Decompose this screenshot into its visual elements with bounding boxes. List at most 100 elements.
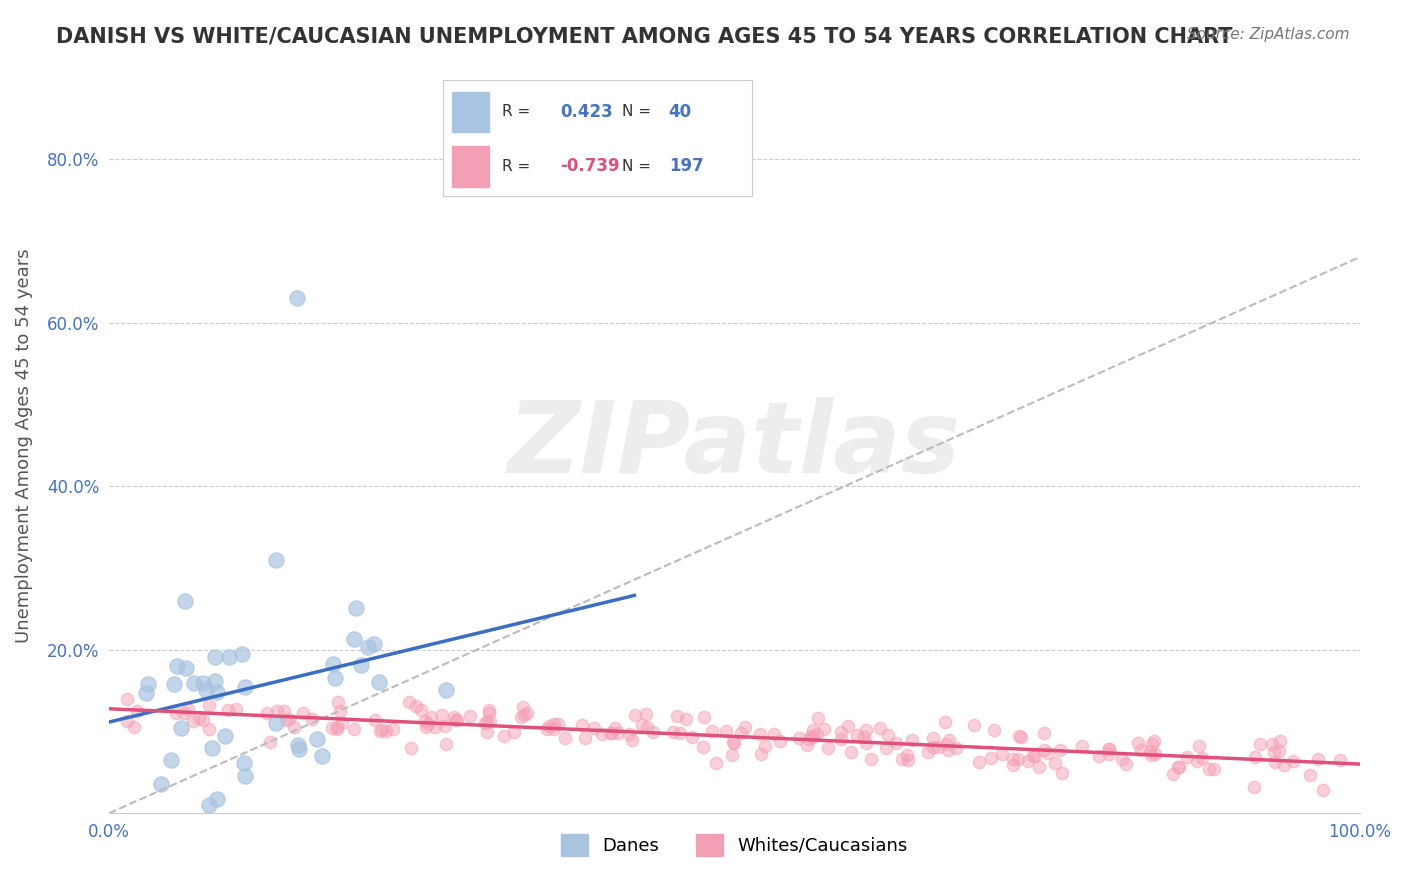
Point [1167,760,1189,774]
Point [266,704,288,718]
Point [357,640,380,654]
Point [329,704,352,718]
Point [897,753,920,767]
Point [170,721,193,735]
Point [1139,748,1161,763]
Point [276,714,298,728]
Point [681,730,703,744]
Point [749,747,772,762]
Point [769,734,792,748]
Point [1010,730,1032,744]
Point [796,738,818,752]
Legend: Danes, Whites/Caucasians: Danes, Whites/Caucasians [554,827,915,863]
Point [876,728,898,742]
Point [259,735,281,749]
Point [1270,734,1292,748]
Point [537,719,560,733]
Point [434,683,457,698]
Point [1249,737,1271,751]
Point [204,673,226,688]
Point [405,699,427,714]
Point [813,722,835,736]
Point [806,726,828,740]
Point [321,721,343,735]
Point [307,732,329,747]
Point [1143,747,1166,761]
Text: N =: N = [623,104,657,120]
Point [413,714,436,728]
Point [1007,752,1029,766]
Point [127,705,149,719]
Point [477,725,499,739]
Point [1111,752,1133,766]
FancyBboxPatch shape [453,146,489,187]
Point [288,742,311,756]
Point [1312,783,1334,797]
Text: R =: R = [502,159,534,174]
Point [264,716,287,731]
Point [124,720,146,734]
Point [607,725,630,739]
Point [963,718,986,732]
Point [917,745,939,759]
Point [398,695,420,709]
Point [478,702,501,716]
Point [1175,750,1198,764]
Point [283,719,305,733]
Point [591,726,613,740]
Point [1043,756,1066,770]
Point [344,601,367,615]
Point [512,708,534,723]
Point [1272,757,1295,772]
Point [927,739,949,754]
Point [721,748,744,763]
Point [869,721,891,735]
Point [921,731,943,745]
Point [207,685,229,699]
Point [884,736,907,750]
Text: N =: N = [623,159,657,174]
Point [233,756,256,770]
Point [217,703,239,717]
Point [748,726,770,740]
Point [1268,744,1291,758]
Point [636,720,658,734]
Point [1032,743,1054,757]
Point [277,712,299,726]
Point [433,719,456,733]
Point [374,723,396,738]
Point [135,686,157,700]
Point [693,709,716,723]
Point [173,706,195,720]
Point [477,715,499,730]
Point [1161,767,1184,781]
Point [1007,729,1029,743]
Point [285,291,308,305]
Point [668,725,690,739]
Point [1126,736,1149,750]
Point [620,733,643,747]
Point [853,730,876,744]
Point [543,723,565,737]
Point [343,632,366,646]
Point [938,733,960,747]
Point [350,658,373,673]
Point [1282,754,1305,768]
Point [543,716,565,731]
Point [846,728,869,742]
Point [1198,762,1220,776]
Point [554,731,576,746]
Point [430,708,453,723]
Point [409,703,432,717]
Point [817,740,839,755]
Point [1263,745,1285,759]
Point [803,723,825,738]
Point [311,748,333,763]
Point [159,753,181,767]
Text: 0.423: 0.423 [561,103,613,120]
Point [188,711,211,725]
Point [1299,768,1322,782]
Point [256,706,278,720]
Point [536,722,558,736]
Point [1022,748,1045,763]
